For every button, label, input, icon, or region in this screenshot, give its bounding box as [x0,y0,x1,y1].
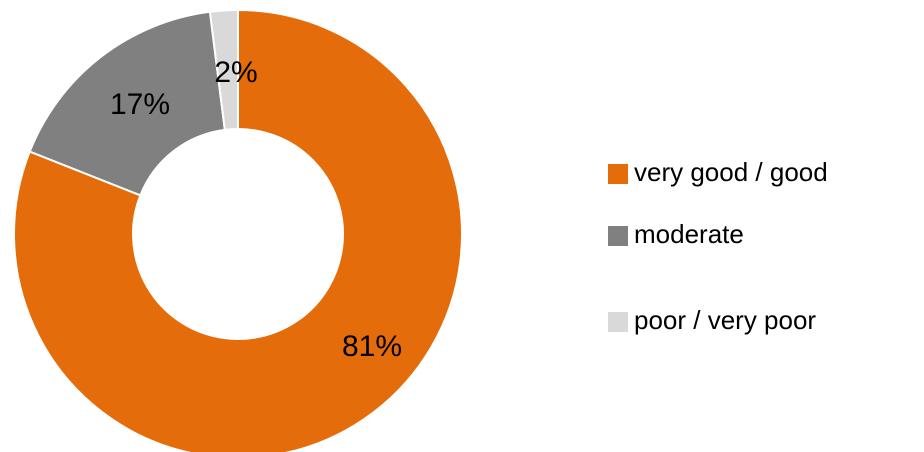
donut-slice [13,8,463,452]
legend-swatch [608,164,628,184]
legend-label: moderate [634,219,744,249]
donut-slice [208,8,239,131]
legend-label: very good / good [634,157,828,187]
data-label: 81% [342,330,402,363]
data-label: 2% [214,56,257,89]
legend-swatch [608,312,628,332]
donut-slice [28,10,226,197]
legend-label: poor / very poor [634,305,816,335]
data-label: 17% [110,88,170,121]
legend-swatch [608,226,628,246]
